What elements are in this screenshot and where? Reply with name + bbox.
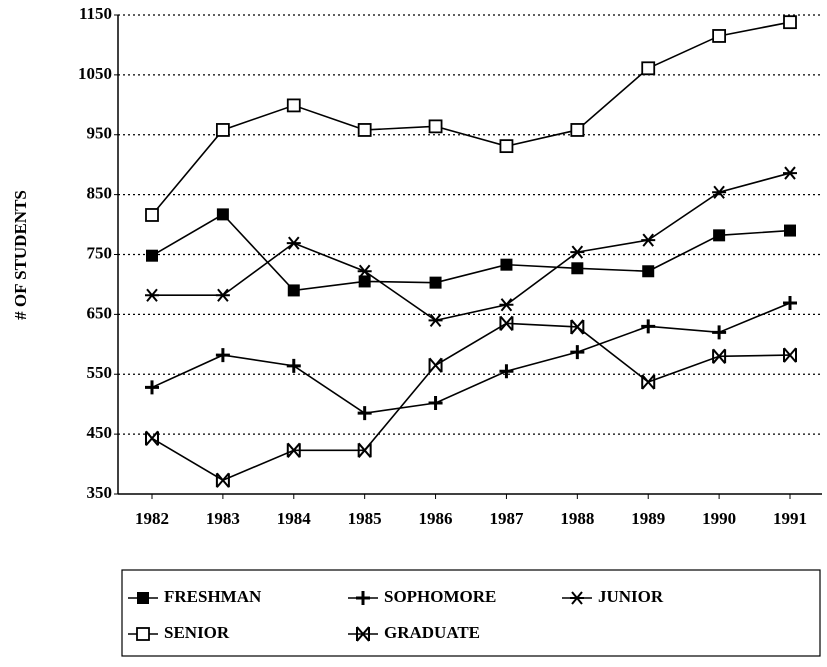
marker bbox=[136, 627, 150, 641]
marker bbox=[570, 245, 585, 259]
marker bbox=[286, 98, 301, 113]
x-tick-label: 1990 bbox=[702, 509, 736, 528]
series-line bbox=[151, 213, 791, 292]
series-markers bbox=[146, 208, 796, 297]
y-tick-label: 850 bbox=[87, 184, 113, 203]
marker bbox=[428, 395, 443, 410]
marker bbox=[783, 15, 797, 30]
marker bbox=[499, 315, 514, 332]
x-tick-label: 1987 bbox=[489, 509, 524, 528]
legend-label: FRESHMAN bbox=[164, 587, 262, 606]
marker bbox=[357, 264, 372, 278]
marker bbox=[215, 472, 230, 488]
x-tick-label: 1985 bbox=[348, 509, 382, 528]
marker bbox=[428, 357, 443, 373]
marker bbox=[570, 591, 584, 605]
marker bbox=[286, 358, 301, 373]
x-tick-label: 1986 bbox=[419, 509, 453, 528]
legend-label: JUNIOR bbox=[598, 587, 664, 606]
marker bbox=[499, 364, 514, 379]
marker bbox=[783, 347, 797, 363]
series-line bbox=[152, 172, 791, 322]
marker bbox=[145, 430, 159, 446]
y-tick-label: 350 bbox=[87, 483, 113, 502]
marker bbox=[712, 325, 727, 340]
marker bbox=[145, 288, 159, 302]
y-tick-label: 550 bbox=[87, 363, 113, 382]
x-tick-label: 1991 bbox=[773, 509, 807, 528]
marker bbox=[357, 442, 372, 458]
x-tick-label: 1983 bbox=[206, 509, 240, 528]
marker bbox=[286, 236, 301, 250]
marker bbox=[784, 224, 796, 237]
marker bbox=[641, 61, 656, 76]
marker bbox=[357, 123, 372, 137]
marker bbox=[358, 275, 371, 288]
marker bbox=[428, 119, 443, 134]
marker bbox=[429, 276, 442, 289]
series-line bbox=[151, 21, 791, 216]
y-tick-label: 1150 bbox=[79, 4, 112, 23]
marker bbox=[428, 313, 443, 328]
marker bbox=[641, 374, 656, 390]
marker bbox=[145, 208, 159, 222]
marker bbox=[215, 288, 230, 302]
marker bbox=[499, 298, 514, 312]
marker bbox=[137, 592, 149, 604]
marker bbox=[216, 208, 229, 221]
x-tick-label: 1989 bbox=[631, 509, 665, 528]
marker bbox=[215, 348, 230, 363]
marker bbox=[287, 284, 300, 297]
marker bbox=[642, 265, 655, 278]
marker bbox=[356, 591, 370, 605]
marker bbox=[570, 319, 585, 335]
marker bbox=[356, 626, 370, 642]
marker bbox=[713, 229, 726, 242]
series-markers bbox=[145, 166, 797, 328]
series-line bbox=[151, 322, 791, 482]
legend-box bbox=[121, 569, 821, 657]
legend-label: SOPHOMORE bbox=[384, 587, 496, 606]
marker bbox=[783, 166, 797, 180]
x-tick-label: 1988 bbox=[560, 509, 594, 528]
marker bbox=[712, 348, 727, 364]
series-line bbox=[151, 302, 791, 415]
legend-marker bbox=[356, 626, 370, 642]
marker bbox=[146, 249, 158, 262]
marker bbox=[570, 123, 585, 137]
marker bbox=[571, 262, 584, 275]
marker bbox=[499, 139, 514, 154]
marker bbox=[286, 442, 301, 458]
marker bbox=[500, 258, 513, 271]
legend-label: GRADUATE bbox=[384, 623, 480, 642]
y-tick-label: 450 bbox=[87, 423, 113, 442]
legend-marker bbox=[356, 591, 370, 605]
series-markers bbox=[145, 295, 797, 421]
x-tick-label: 1984 bbox=[277, 509, 312, 528]
series-markers bbox=[145, 15, 797, 222]
y-tick-label: 750 bbox=[87, 243, 113, 262]
legend-marker bbox=[570, 591, 584, 605]
y-axis-label: # OF STUDENTS bbox=[11, 190, 30, 320]
legend-marker bbox=[137, 592, 149, 604]
marker bbox=[145, 380, 159, 395]
marker bbox=[641, 233, 656, 247]
marker bbox=[712, 185, 727, 199]
marker bbox=[641, 319, 656, 334]
legend-marker bbox=[136, 627, 150, 641]
y-tick-label: 950 bbox=[87, 124, 113, 143]
marker bbox=[215, 123, 230, 137]
legend-label: SENIOR bbox=[164, 623, 230, 642]
series-markers bbox=[145, 315, 797, 488]
marker bbox=[570, 345, 585, 360]
x-tick-label: 1982 bbox=[135, 509, 169, 528]
marker bbox=[357, 406, 372, 421]
y-tick-label: 1050 bbox=[78, 64, 112, 83]
marker bbox=[712, 29, 727, 43]
marker bbox=[783, 295, 797, 310]
y-tick-label: 650 bbox=[87, 303, 113, 322]
